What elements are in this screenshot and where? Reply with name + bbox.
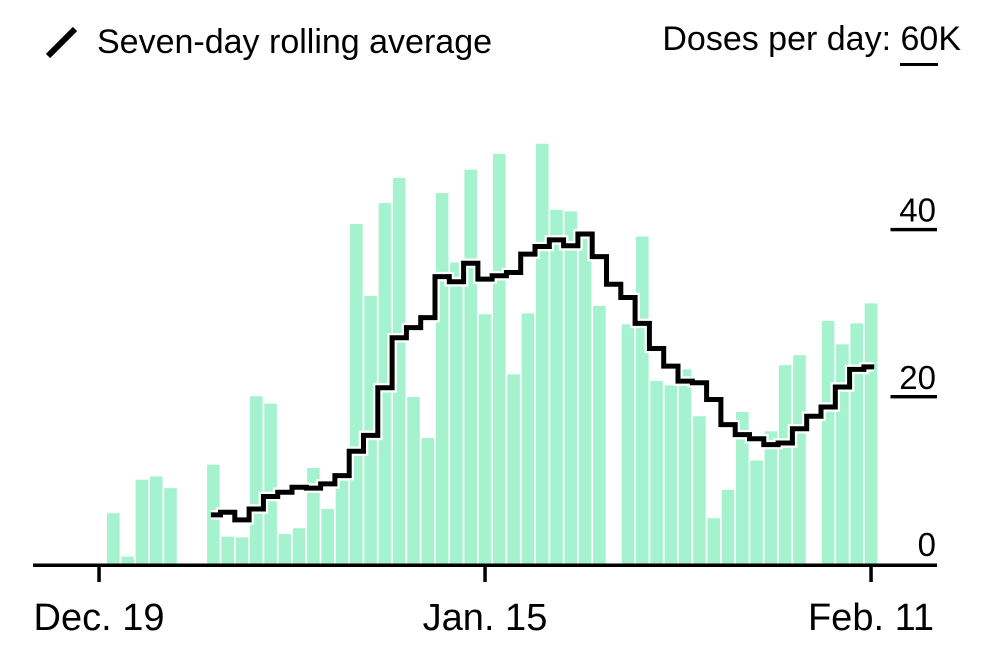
bar-day-11[interactable]: [250, 396, 263, 566]
x-tick-label-jan15: Jan. 15: [423, 597, 548, 639]
kicker-unit: K: [938, 20, 961, 58]
bar-day-23[interactable]: [421, 438, 435, 566]
bar-day-21[interactable]: [392, 178, 406, 566]
bar-day-25[interactable]: [450, 262, 463, 566]
bar-day-47[interactable]: [764, 431, 778, 566]
bar-day-34[interactable]: [578, 236, 592, 567]
bar-day-40[interactable]: [664, 385, 678, 566]
kicker-label: Doses per day:: [662, 20, 892, 58]
bar-day-44[interactable]: [721, 489, 735, 566]
bar-day-22[interactable]: [407, 397, 420, 566]
legend-label: Seven-day rolling average: [97, 22, 493, 61]
bar-day-39[interactable]: [650, 381, 663, 566]
bar-day-9[interactable]: [221, 536, 234, 566]
bar-day-2[interactable]: [121, 556, 134, 566]
doses-per-day-kicker: Doses per day: 60K: [662, 20, 961, 66]
bar-day-33[interactable]: [564, 211, 578, 566]
bar-day-51[interactable]: [821, 320, 835, 566]
y-tick-label-0: 0: [918, 526, 936, 563]
x-tick-label-feb11: Feb. 11: [808, 597, 934, 639]
bar-day-46[interactable]: [750, 460, 763, 567]
y-tick-label-40: 40: [899, 192, 936, 229]
bar-day-14[interactable]: [292, 528, 306, 566]
bar-day-32[interactable]: [550, 209, 563, 567]
bar-day-13[interactable]: [278, 534, 292, 566]
bar-day-35[interactable]: [593, 305, 606, 566]
legend: Seven-day rolling average: [44, 22, 492, 62]
bar-day-1[interactable]: [107, 513, 120, 566]
kicker-value: 60: [900, 20, 939, 66]
x-tick-label-dec19: Dec. 19: [34, 597, 165, 639]
bar-day-17[interactable]: [335, 480, 349, 566]
bar-day-29[interactable]: [507, 374, 520, 566]
bar-day-30[interactable]: [521, 313, 535, 566]
x-tick-dec19: [97, 565, 101, 582]
bar-day-16[interactable]: [321, 509, 334, 566]
bar-day-3[interactable]: [135, 479, 149, 566]
bar-day-41[interactable]: [678, 369, 692, 566]
y-gridline-stub-20: [890, 395, 937, 399]
bar-day-24[interactable]: [435, 193, 449, 566]
x-tick-jan15: [483, 565, 487, 582]
bar-day-26[interactable]: [464, 169, 477, 566]
bar-day-18[interactable]: [350, 224, 363, 566]
bar-day-38[interactable]: [636, 236, 649, 567]
bar-day-54[interactable]: [864, 303, 878, 566]
bar-day-31[interactable]: [535, 143, 549, 566]
bar-day-42[interactable]: [693, 416, 706, 566]
bar-day-28[interactable]: [493, 153, 506, 567]
bar-day-53[interactable]: [850, 323, 863, 566]
bar-day-49[interactable]: [793, 355, 806, 566]
y-tick-label-20: 20: [899, 359, 936, 396]
line-series-icon: [45, 26, 78, 59]
bar-day-37[interactable]: [621, 324, 635, 566]
rolling-average-line: [210, 231, 875, 523]
bar-day-4[interactable]: [149, 476, 163, 566]
bar-day-43[interactable]: [707, 518, 720, 566]
y-gridline-stub-40: [890, 227, 937, 232]
x-tick-feb11: [869, 565, 873, 582]
bar-day-5[interactable]: [164, 488, 177, 566]
bar-day-12[interactable]: [264, 403, 277, 566]
bar-day-48[interactable]: [778, 365, 792, 566]
bar-day-27[interactable]: [478, 314, 492, 566]
bar-day-10[interactable]: [235, 537, 249, 566]
bar-day-45[interactable]: [736, 412, 749, 566]
